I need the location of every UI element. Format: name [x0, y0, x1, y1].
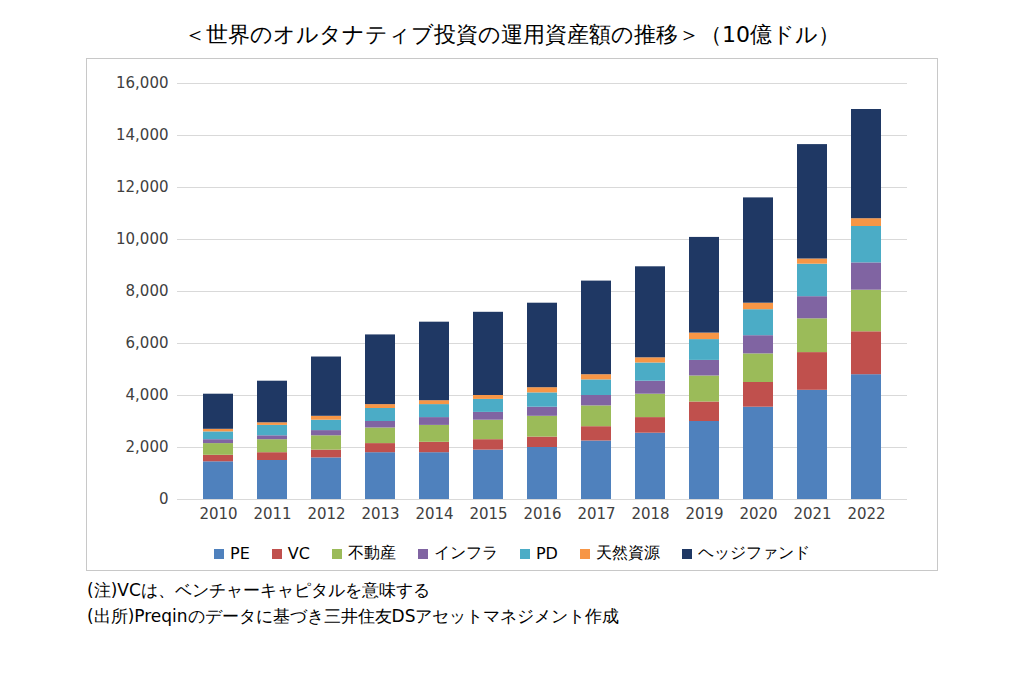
svg-text:2020: 2020	[739, 505, 777, 523]
svg-text:16,000: 16,000	[116, 74, 169, 92]
svg-text:2015: 2015	[469, 505, 507, 523]
svg-text:0: 0	[159, 490, 169, 508]
html-text:(注)VCは、ベンチャーキャピタルを意味する: (注)VCは、ベンチャーキャピタルを意味する	[87, 580, 430, 600]
svg-text:2013: 2013	[361, 505, 399, 523]
svg-text:2018: 2018	[631, 505, 669, 523]
svg-text:10,000: 10,000	[116, 230, 169, 248]
svg-text:8,000: 8,000	[126, 282, 169, 300]
svg-text:12,000: 12,000	[116, 178, 169, 196]
svg-text:4,000: 4,000	[126, 386, 169, 404]
svg-text:2,000: 2,000	[126, 438, 169, 456]
html-text:VC: VC	[287, 544, 310, 563]
svg-text:2011: 2011	[253, 505, 291, 523]
svg-text:6,000: 6,000	[126, 334, 169, 352]
svg-text:2014: 2014	[415, 505, 453, 523]
svg-text:2017: 2017	[577, 505, 615, 523]
svg-text:2010: 2010	[199, 505, 237, 523]
html-text:不動産: 不動産	[348, 543, 396, 562]
html-text:天然資源: 天然資源	[595, 543, 660, 562]
html-text:PD: PD	[536, 544, 558, 563]
svg-text:2022: 2022	[847, 505, 885, 523]
svg-text:14,000: 14,000	[116, 126, 169, 144]
html-text:インフラ: インフラ	[434, 543, 498, 562]
html-text:ヘッジファンド: ヘッジファンド	[697, 543, 810, 562]
svg-text:2021: 2021	[793, 505, 831, 523]
svg-text:2016: 2016	[523, 505, 561, 523]
html-text:PE: PE	[230, 544, 250, 563]
html-text:(出所)Preqinのデータに基づき三井住友DSアセットマネ: (出所)Preqinのデータに基づき三井住友DSアセットマネジメント作成	[87, 606, 620, 626]
svg-text:2012: 2012	[307, 505, 345, 523]
html-text:＜世界のオルタナティブ投資の運用資産額の推移＞（10億ドル）: ＜世界のオルタナティブ投資の運用資産額の推移＞（10億ドル）	[184, 22, 840, 47]
svg-text:2019: 2019	[685, 505, 723, 523]
